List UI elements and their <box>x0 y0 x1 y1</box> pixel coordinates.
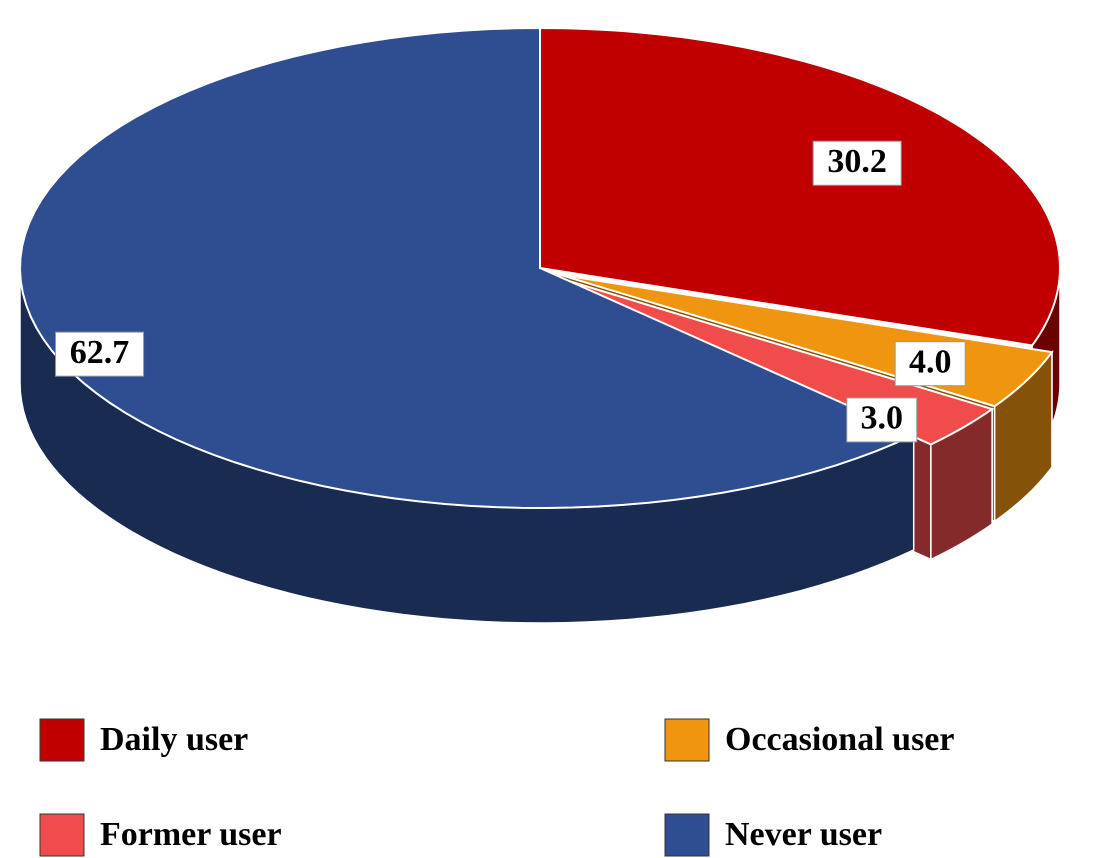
data-label: 62.7 <box>70 334 130 371</box>
label-box <box>55 331 145 377</box>
legend-label: Occasional user <box>725 721 954 758</box>
data-label: 30.2 <box>827 143 887 180</box>
data-label: 3.0 <box>861 400 904 437</box>
legend-label: Daily user <box>100 721 248 758</box>
legend-label: Never user <box>725 816 882 853</box>
label-box <box>812 140 902 186</box>
legend-label: Former user <box>100 816 282 853</box>
data-label: 4.0 <box>909 343 952 380</box>
legend-swatch <box>39 718 85 762</box>
pie-slice <box>539 26 1062 347</box>
legend-swatch <box>664 718 710 762</box>
label-box <box>846 397 918 443</box>
legend-swatch <box>664 813 710 857</box>
legend-swatch <box>39 813 85 857</box>
label-box <box>894 341 966 387</box>
